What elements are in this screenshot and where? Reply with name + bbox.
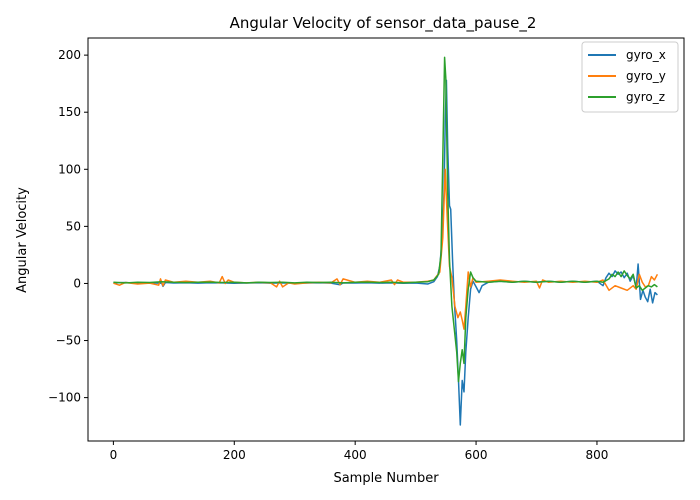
- x-tick-label: 600: [465, 448, 488, 462]
- series-line-gyro_x: [113, 79, 658, 426]
- legend-label-gyro_x: gyro_x: [626, 48, 666, 62]
- x-axis-label: Sample Number: [333, 471, 439, 486]
- x-tick-label: 200: [223, 448, 246, 462]
- plot-area: [113, 56, 659, 426]
- axes-frame: [87, 37, 685, 442]
- y-tick-label: 150: [58, 105, 81, 119]
- legend-label-gyro_y: gyro_y: [626, 69, 666, 83]
- y-tick-label: 50: [66, 219, 81, 233]
- x-tick-label: 800: [586, 448, 609, 462]
- series-line-gyro_z: [113, 56, 658, 383]
- y-tick-label: 100: [58, 162, 81, 176]
- chart-title: Angular Velocity of sensor_data_pause_2: [230, 14, 537, 33]
- x-axis: 0 200 400 600 800: [110, 441, 609, 462]
- legend: gyro_x gyro_y gyro_z: [581, 41, 679, 113]
- y-tick-label: 200: [58, 48, 81, 62]
- x-tick-label: 0: [110, 448, 118, 462]
- y-tick-label: −100: [48, 391, 81, 405]
- y-tick-label: 0: [73, 276, 81, 290]
- series-line-gyro_y: [113, 168, 659, 330]
- y-tick-label: −50: [56, 334, 81, 348]
- y-axis: −100 −50 0 50 100 150 200: [48, 48, 88, 405]
- legend-box: [581, 41, 679, 113]
- y-axis-label: Angular Velocity: [15, 187, 30, 293]
- legend-label-gyro_z: gyro_z: [626, 90, 665, 104]
- x-tick-label: 400: [344, 448, 367, 462]
